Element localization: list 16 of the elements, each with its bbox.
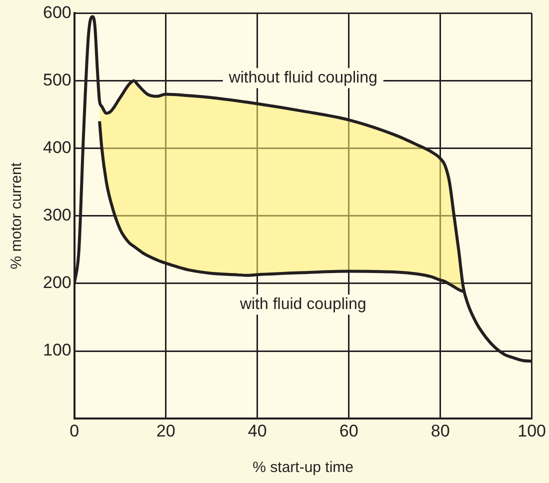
x-tick-label: 0 — [70, 421, 80, 440]
x-tick-label: 100 — [518, 421, 546, 440]
y-tick-label: 100 — [42, 340, 72, 360]
x-tick-label: 40 — [248, 421, 267, 440]
y-tick-label: 500 — [42, 70, 72, 90]
x-axis-title: % start-up time — [252, 459, 354, 476]
x-tick-label: 20 — [156, 421, 176, 440]
y-tick-label: 200 — [42, 273, 72, 292]
y-tick-label: 600 — [42, 2, 72, 22]
y-tick-label: 400 — [42, 138, 72, 158]
x-tick-label: 80 — [430, 421, 450, 440]
y-axis-title: % motor current — [8, 162, 26, 270]
x-tick-label: 60 — [339, 421, 358, 440]
series-label: with fluid coupling — [238, 296, 366, 314]
series-label: without fluid coupling — [228, 70, 378, 87]
y-tick-label: 300 — [42, 206, 72, 225]
